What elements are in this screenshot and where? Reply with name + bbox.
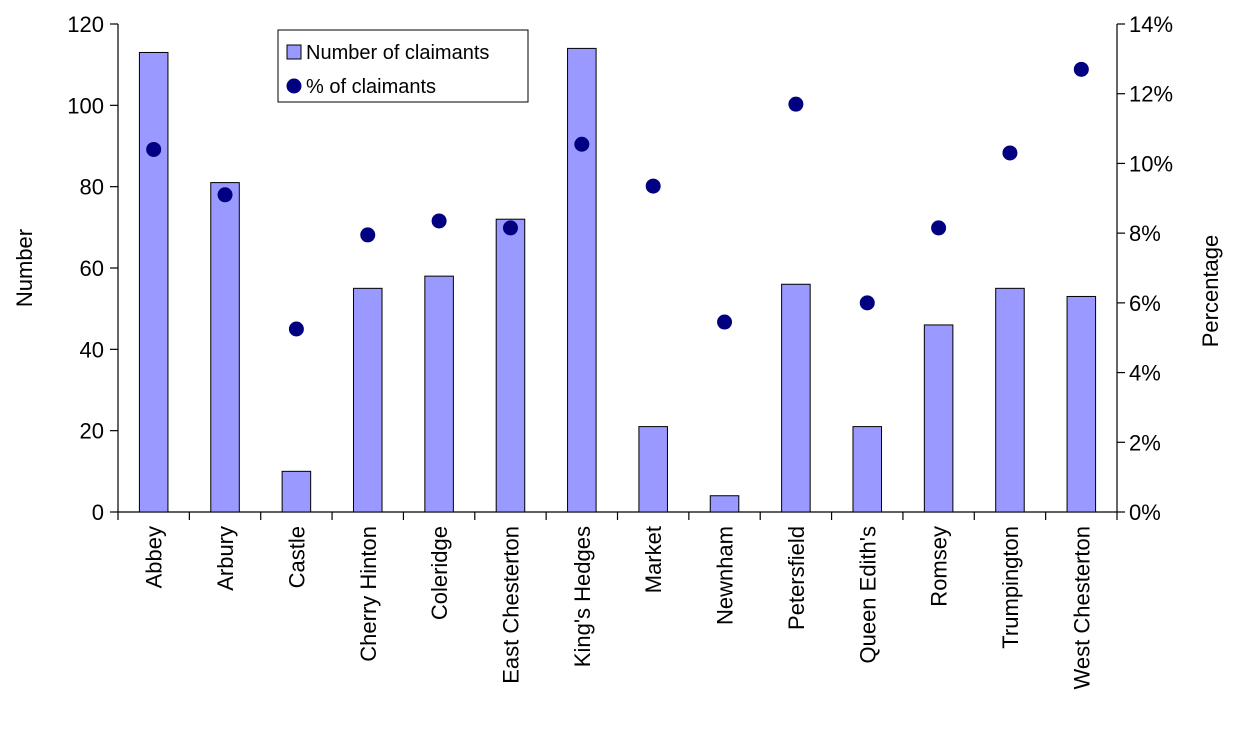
point [1002, 145, 1018, 161]
bar [495, 218, 526, 513]
bar [210, 182, 240, 513]
left-tick-label: 120 [67, 12, 104, 37]
right-tick-label: 14% [1129, 12, 1173, 37]
category-labels: Abbey Arbury Castle Cherry Hinton Coleridge E… [142, 526, 1095, 689]
right-tick-label: 10% [1129, 151, 1173, 176]
bar [138, 51, 169, 513]
bar-series [138, 47, 1097, 513]
bar [638, 426, 668, 513]
legend-label-number: Number of claimants [306, 42, 489, 64]
category-label: Queen Edith's [855, 526, 880, 664]
right-tick-label: 12% [1129, 82, 1173, 107]
y-axis-title: Number [12, 229, 37, 307]
right-tick-label: 2% [1129, 430, 1161, 455]
left-tick-label: 20 [80, 419, 104, 444]
bar [567, 47, 597, 513]
left-tick-label: 0 [92, 500, 104, 525]
point [645, 178, 661, 194]
category-label: Petersfield [784, 526, 809, 630]
category-label: Coleridge [427, 526, 452, 620]
bar [995, 287, 1025, 513]
category-label: Arbury [213, 526, 238, 591]
left-tick-label: 40 [80, 337, 104, 362]
legend: Number of claimants % of claimants [277, 29, 529, 103]
y2-axis-title: Percentage [1198, 235, 1223, 348]
point [502, 220, 518, 236]
legend-label-percent: % of claimants [306, 76, 436, 98]
bar [352, 287, 383, 513]
point [788, 96, 804, 112]
right-axis-ticks: 0% 2% 4% 6% 8% 10% 12% 14% [1117, 12, 1173, 525]
right-tick-label: 4% [1129, 361, 1161, 386]
bar [281, 470, 312, 513]
point [931, 220, 947, 236]
left-tick-label: 100 [67, 93, 104, 118]
bar [923, 324, 954, 513]
bar [424, 275, 454, 513]
category-label: East Chesterton [498, 526, 523, 684]
point [288, 321, 304, 337]
plot-area [117, 24, 1118, 513]
left-tick-label: 60 [80, 256, 104, 281]
point [717, 314, 733, 330]
left-tick-label: 80 [80, 175, 104, 200]
point [859, 295, 875, 311]
category-label: West Chesterton [1069, 526, 1094, 689]
category-label: King's Hedges [570, 526, 595, 667]
point [360, 227, 376, 243]
bar [781, 283, 811, 513]
legend-bar-swatch [286, 44, 302, 60]
point [431, 213, 447, 229]
point [217, 187, 233, 203]
category-label: Market [641, 526, 666, 593]
bar [709, 495, 740, 513]
bar [1066, 295, 1097, 513]
category-label: Trumpington [998, 526, 1023, 649]
legend-box [277, 29, 529, 103]
point-series [146, 61, 1089, 337]
point [574, 136, 590, 152]
category-label: Romsey [927, 526, 952, 607]
legend-point-swatch [286, 78, 302, 94]
bar [852, 426, 883, 513]
point [1073, 61, 1089, 77]
category-ticks [117, 512, 1118, 520]
category-label: Newnham [713, 526, 738, 625]
point [146, 141, 162, 157]
right-tick-label: 0% [1129, 500, 1161, 525]
left-axis-ticks: 0 20 40 60 80 100 120 [67, 12, 118, 525]
category-label: Abbey [142, 526, 167, 588]
category-label: Castle [284, 526, 309, 588]
right-tick-label: 8% [1129, 221, 1161, 246]
right-tick-label: 6% [1129, 291, 1161, 316]
category-label: Cherry Hinton [356, 526, 381, 662]
